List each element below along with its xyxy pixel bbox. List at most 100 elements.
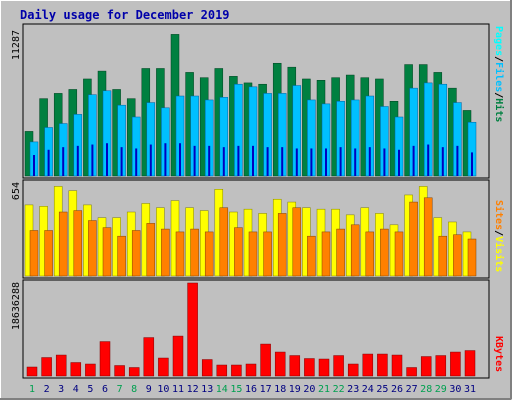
x-label-day-9: 9 bbox=[146, 384, 152, 395]
x-label-day-2: 2 bbox=[44, 384, 50, 395]
legend-kbytes: KBytes bbox=[493, 336, 504, 372]
kbytes-bar-day-12 bbox=[187, 282, 198, 377]
sites-bar-day-6 bbox=[102, 227, 112, 277]
kbytes-bar-day-4 bbox=[70, 362, 82, 377]
x-label-day-30: 30 bbox=[449, 384, 461, 395]
x-label-day-31: 31 bbox=[464, 384, 476, 395]
pages-bar-day-6 bbox=[106, 143, 108, 176]
x-label-day-18: 18 bbox=[274, 384, 286, 395]
sites-bar-day-10 bbox=[161, 228, 170, 277]
kbytes-bar-day-26 bbox=[391, 354, 403, 377]
x-label-day-3: 3 bbox=[58, 384, 64, 395]
sites-bar-day-31 bbox=[467, 238, 477, 277]
pages-bar-day-8 bbox=[135, 148, 138, 176]
pages-bar-day-1 bbox=[33, 155, 35, 176]
sites-bar-day-12 bbox=[190, 228, 199, 277]
panel-hits-ymax-label: 11287 bbox=[11, 30, 22, 60]
legend-hits: Hits bbox=[493, 98, 505, 122]
pages-bar-day-7 bbox=[120, 147, 123, 176]
legend-sites: Sites bbox=[493, 200, 505, 230]
kbytes-bar-day-28 bbox=[420, 356, 432, 377]
pages-bar-day-25 bbox=[383, 148, 386, 176]
kbytes-bar-day-15 bbox=[231, 364, 242, 377]
kbytes-bar-day-23 bbox=[347, 363, 359, 377]
sites-bar-day-7 bbox=[117, 235, 126, 277]
x-label-day-28: 28 bbox=[420, 384, 432, 395]
kbytes-bar-day-16 bbox=[245, 363, 257, 377]
kbytes-bar-day-24 bbox=[362, 353, 374, 377]
x-label-day-26: 26 bbox=[391, 384, 403, 395]
pages-bar-day-22 bbox=[339, 147, 342, 176]
kbytes-bar-day-6 bbox=[99, 341, 111, 377]
sites-bar-day-3 bbox=[58, 211, 68, 277]
sites-bar-day-19 bbox=[292, 207, 302, 277]
pages-bar-day-5 bbox=[91, 144, 94, 176]
x-label-day-19: 19 bbox=[289, 384, 301, 395]
kbytes-bar-day-5 bbox=[85, 363, 96, 377]
pages-bar-day-15 bbox=[237, 145, 240, 176]
pages-bar-day-21 bbox=[325, 148, 327, 176]
kbytes-bar-day-9 bbox=[143, 337, 155, 377]
sites-bar-day-17 bbox=[263, 231, 272, 277]
x-label-day-20: 20 bbox=[303, 384, 315, 395]
pages-bar-day-19 bbox=[295, 148, 298, 176]
sites-bar-day-29 bbox=[438, 235, 448, 277]
sites-bar-day-11 bbox=[175, 231, 185, 277]
pages-bar-day-20 bbox=[310, 148, 313, 176]
kbytes-bar-day-1 bbox=[26, 366, 38, 377]
panel-hits-frame bbox=[22, 23, 490, 179]
kbytes-bar-day-11 bbox=[172, 335, 184, 377]
kbytes-bar-day-19 bbox=[289, 355, 301, 377]
x-label-day-15: 15 bbox=[230, 384, 242, 395]
pages-bar-day-12 bbox=[193, 145, 196, 176]
legend-pages: Pages bbox=[493, 26, 504, 56]
sites-bar-day-21 bbox=[321, 231, 331, 277]
sites-bar-day-8 bbox=[131, 230, 141, 277]
pages-bar-day-29 bbox=[441, 147, 444, 176]
sites-bar-day-27 bbox=[409, 201, 418, 277]
sites-bar-day-23 bbox=[350, 224, 360, 277]
pages-bar-day-3 bbox=[62, 147, 65, 176]
pages-bar-day-17 bbox=[266, 147, 269, 176]
sites-bar-day-15 bbox=[234, 227, 243, 277]
kbytes-bar-day-31 bbox=[464, 350, 476, 377]
pages-bar-day-27 bbox=[412, 145, 415, 176]
x-label-day-23: 23 bbox=[347, 384, 359, 395]
pages-bar-day-16 bbox=[252, 145, 254, 176]
kbytes-bar-day-13 bbox=[201, 359, 213, 377]
legend-sep-3: / bbox=[493, 230, 504, 236]
pages-bar-day-24 bbox=[368, 147, 371, 176]
sites-bar-day-16 bbox=[248, 231, 258, 277]
kbytes-bar-day-21 bbox=[318, 358, 330, 377]
pages-bar-day-14 bbox=[222, 147, 225, 176]
panel-visits-frame bbox=[22, 179, 490, 279]
pages-bar-day-11 bbox=[179, 143, 181, 176]
x-label-day-22: 22 bbox=[333, 384, 345, 395]
sites-bar-day-30 bbox=[453, 234, 462, 277]
x-label-day-11: 11 bbox=[172, 384, 184, 395]
x-label-day-24: 24 bbox=[362, 384, 374, 395]
x-label-day-8: 8 bbox=[131, 384, 137, 395]
pages-bar-day-30 bbox=[456, 145, 459, 176]
panel-kbytes-ymax-label: 18636288 bbox=[11, 282, 22, 330]
sites-bar-day-26 bbox=[394, 231, 404, 277]
pages-bar-day-23 bbox=[354, 148, 357, 176]
x-axis-labels: 1 2 3 4 5 6 7 8 9 10 11 12 13 14 15 16 17 18 19 20 21 22 23 24 2… bbox=[29, 384, 476, 395]
legend-files: Files bbox=[493, 62, 505, 92]
pages-bar-day-13 bbox=[208, 145, 211, 176]
x-label-day-4: 4 bbox=[73, 384, 79, 395]
kbytes-bar-day-3 bbox=[55, 354, 67, 377]
kbytes-bar-day-14 bbox=[216, 364, 228, 377]
chart-marks bbox=[24, 34, 477, 377]
sites-bar-day-20 bbox=[307, 235, 316, 277]
chart-title: Daily usage for December 2019 bbox=[20, 8, 230, 22]
sites-bar-day-22 bbox=[336, 228, 345, 277]
x-label-day-13: 13 bbox=[201, 384, 213, 395]
sites-bar-day-1 bbox=[29, 230, 39, 277]
pages-bar-day-4 bbox=[76, 145, 79, 176]
panel-kbytes-frame bbox=[22, 279, 490, 379]
kbytes-bar-day-20 bbox=[304, 358, 315, 377]
legend-hits-files-pages: Pages/Files/Hits bbox=[493, 26, 505, 122]
